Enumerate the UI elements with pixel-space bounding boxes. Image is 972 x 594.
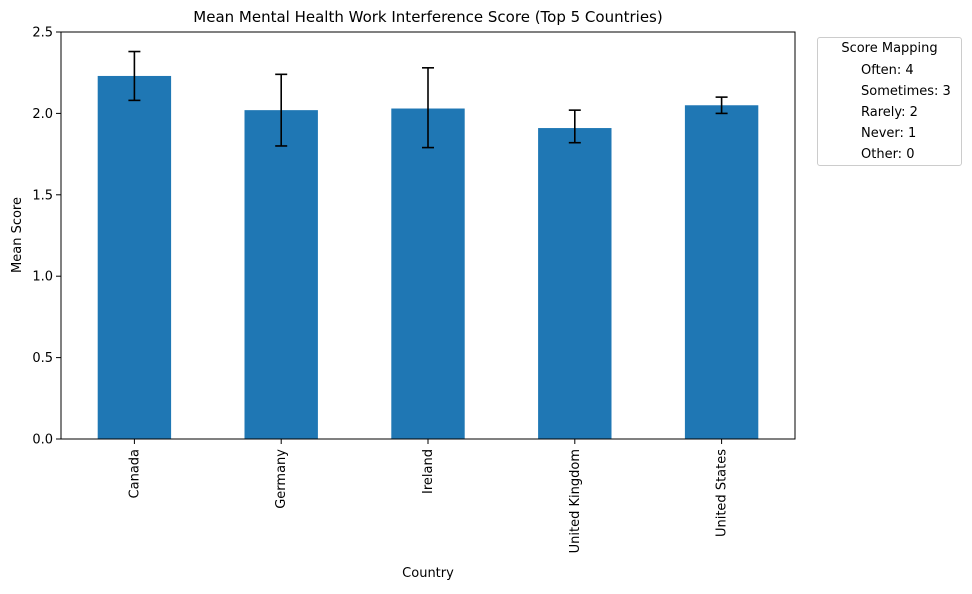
bar-united-states [684, 105, 759, 439]
error-bar-canada [128, 50, 141, 102]
bars-layer [97, 75, 759, 440]
y-tick-label: 1.5 [32, 188, 53, 203]
bar-germany [244, 110, 318, 440]
x-tick-label-canada: Canada [127, 449, 142, 498]
bar-united-kingdom [538, 128, 612, 439]
x-axis: Canada Germany Ireland United Kingdom United… [127, 439, 730, 553]
legend-entry-other: Other: 0 [861, 147, 915, 162]
legend-entry-rarely: Rarely: 2 [861, 105, 918, 120]
error-bars-layer [128, 50, 728, 149]
chart-title: Mean Mental Health Work Interference Sco… [193, 8, 662, 26]
bar-canada [97, 75, 172, 440]
error-bar-united-kingdom [568, 109, 581, 144]
bar-ireland [391, 108, 465, 440]
x-tick-label-germany: Germany [274, 449, 289, 509]
error-bar-ireland [422, 67, 434, 149]
error-bar-germany [275, 73, 288, 147]
x-tick-label-united-states: United States [715, 449, 730, 537]
y-tick-label: 0.5 [32, 351, 53, 366]
y-axis: 0.0 0.5 1.0 1.5 2.0 2.5 [32, 26, 61, 448]
y-tick-label: 0.0 [32, 433, 53, 448]
x-tick-label-united-kingdom: United Kingdom [568, 449, 583, 553]
y-tick-label: 1.0 [32, 270, 53, 285]
y-tick-label: 2.0 [32, 107, 53, 122]
y-tick-label: 2.5 [32, 26, 53, 41]
x-tick-label-ireland: Ireland [421, 449, 436, 494]
legend-entry-sometimes: Sometimes: 3 [861, 84, 951, 99]
legend-entry-often: Often: 4 [861, 63, 914, 78]
legend-title: Score Mapping [841, 41, 938, 56]
x-axis-label: Country [402, 566, 454, 581]
error-bar-united-states [715, 96, 728, 115]
y-axis-label: Mean Score [10, 197, 25, 273]
legend-entry-never: Never: 1 [861, 126, 917, 141]
legend: Score Mapping Often: 4 Sometimes: 3 Rare… [817, 37, 962, 166]
